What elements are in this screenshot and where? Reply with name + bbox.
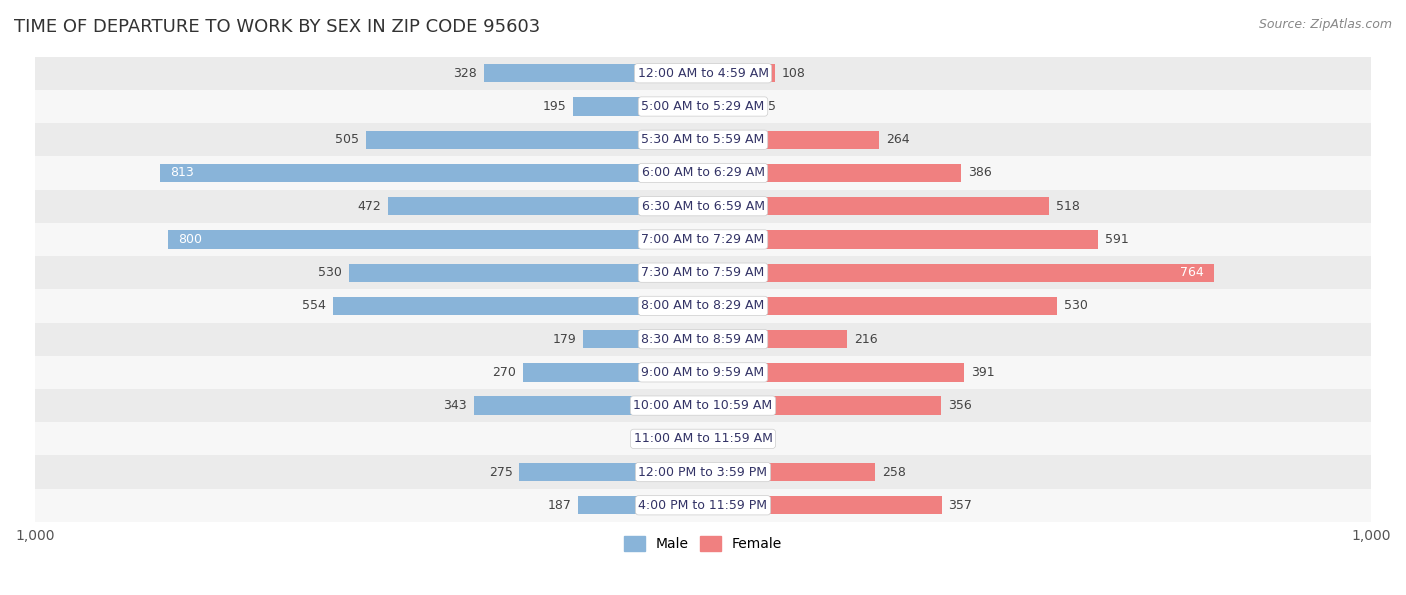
Text: 518: 518 — [1056, 200, 1080, 212]
Text: 9:00 AM to 9:59 AM: 9:00 AM to 9:59 AM — [641, 366, 765, 379]
Text: 343: 343 — [443, 399, 467, 412]
Bar — [35, 356, 1371, 389]
Bar — [333, 297, 703, 315]
Bar — [35, 488, 1371, 522]
Text: 12:00 PM to 3:59 PM: 12:00 PM to 3:59 PM — [638, 465, 768, 478]
Text: 530: 530 — [318, 266, 342, 279]
Bar — [703, 130, 879, 149]
Bar — [474, 396, 703, 415]
Text: 8:30 AM to 8:59 AM: 8:30 AM to 8:59 AM — [641, 333, 765, 346]
Text: 5:00 AM to 5:29 AM: 5:00 AM to 5:29 AM — [641, 100, 765, 113]
Text: 275: 275 — [489, 465, 513, 478]
Text: 8:00 AM to 8:29 AM: 8:00 AM to 8:29 AM — [641, 299, 765, 312]
Text: 386: 386 — [967, 167, 991, 180]
Text: 6:30 AM to 6:59 AM: 6:30 AM to 6:59 AM — [641, 200, 765, 212]
Text: 75: 75 — [759, 100, 776, 113]
Text: TIME OF DEPARTURE TO WORK BY SEX IN ZIP CODE 95603: TIME OF DEPARTURE TO WORK BY SEX IN ZIP … — [14, 18, 540, 36]
Bar — [35, 455, 1371, 488]
Bar — [349, 264, 703, 282]
Bar — [35, 57, 1371, 90]
Text: 5:30 AM to 5:59 AM: 5:30 AM to 5:59 AM — [641, 133, 765, 146]
Text: 800: 800 — [179, 233, 202, 246]
Bar — [703, 430, 725, 448]
Text: 195: 195 — [543, 100, 567, 113]
Bar — [366, 130, 703, 149]
Bar — [35, 256, 1371, 289]
Bar — [703, 297, 1057, 315]
Bar — [703, 98, 754, 115]
Legend: Male, Female: Male, Female — [619, 531, 787, 557]
Text: 108: 108 — [782, 67, 806, 80]
Bar — [35, 90, 1371, 123]
Bar — [578, 496, 703, 515]
Text: 179: 179 — [553, 333, 576, 346]
Text: 187: 187 — [547, 499, 571, 512]
Bar — [703, 64, 775, 82]
Bar — [160, 164, 703, 182]
Bar — [35, 389, 1371, 422]
Bar — [583, 330, 703, 348]
Bar — [703, 363, 965, 381]
Bar — [523, 363, 703, 381]
Text: 328: 328 — [453, 67, 477, 80]
Text: 4:00 PM to 11:59 PM: 4:00 PM to 11:59 PM — [638, 499, 768, 512]
Bar — [388, 197, 703, 215]
Bar — [35, 223, 1371, 256]
Text: 10:00 AM to 10:59 AM: 10:00 AM to 10:59 AM — [634, 399, 772, 412]
Bar — [572, 98, 703, 115]
Text: 357: 357 — [948, 499, 972, 512]
Bar — [35, 322, 1371, 356]
Text: 33: 33 — [731, 433, 748, 445]
Text: 356: 356 — [948, 399, 972, 412]
Text: 6:00 AM to 6:29 AM: 6:00 AM to 6:29 AM — [641, 167, 765, 180]
Text: 7:00 AM to 7:29 AM: 7:00 AM to 7:29 AM — [641, 233, 765, 246]
Text: 270: 270 — [492, 366, 516, 379]
Text: 11:00 AM to 11:59 AM: 11:00 AM to 11:59 AM — [634, 433, 772, 445]
Bar — [703, 230, 1098, 249]
Bar — [703, 396, 941, 415]
Bar — [169, 230, 703, 249]
Text: Source: ZipAtlas.com: Source: ZipAtlas.com — [1258, 18, 1392, 31]
Text: 264: 264 — [886, 133, 910, 146]
Bar — [35, 190, 1371, 223]
Bar — [703, 330, 848, 348]
Bar — [35, 156, 1371, 190]
Bar — [703, 264, 1213, 282]
Text: 258: 258 — [882, 465, 905, 478]
Text: 472: 472 — [357, 200, 381, 212]
Text: 530: 530 — [1064, 299, 1088, 312]
Bar — [703, 197, 1049, 215]
Bar — [519, 463, 703, 481]
Bar — [703, 496, 942, 515]
Text: 216: 216 — [853, 333, 877, 346]
Text: 505: 505 — [335, 133, 359, 146]
Bar — [484, 64, 703, 82]
Bar — [703, 463, 876, 481]
Text: 7:30 AM to 7:59 AM: 7:30 AM to 7:59 AM — [641, 266, 765, 279]
Bar — [35, 123, 1371, 156]
Text: 764: 764 — [1180, 266, 1204, 279]
Bar — [35, 422, 1371, 455]
Text: 554: 554 — [302, 299, 326, 312]
Text: 0: 0 — [688, 433, 695, 445]
Text: 813: 813 — [170, 167, 194, 180]
Text: 591: 591 — [1105, 233, 1129, 246]
Text: 12:00 AM to 4:59 AM: 12:00 AM to 4:59 AM — [637, 67, 769, 80]
Bar — [35, 289, 1371, 322]
Bar — [703, 164, 960, 182]
Text: 391: 391 — [972, 366, 994, 379]
